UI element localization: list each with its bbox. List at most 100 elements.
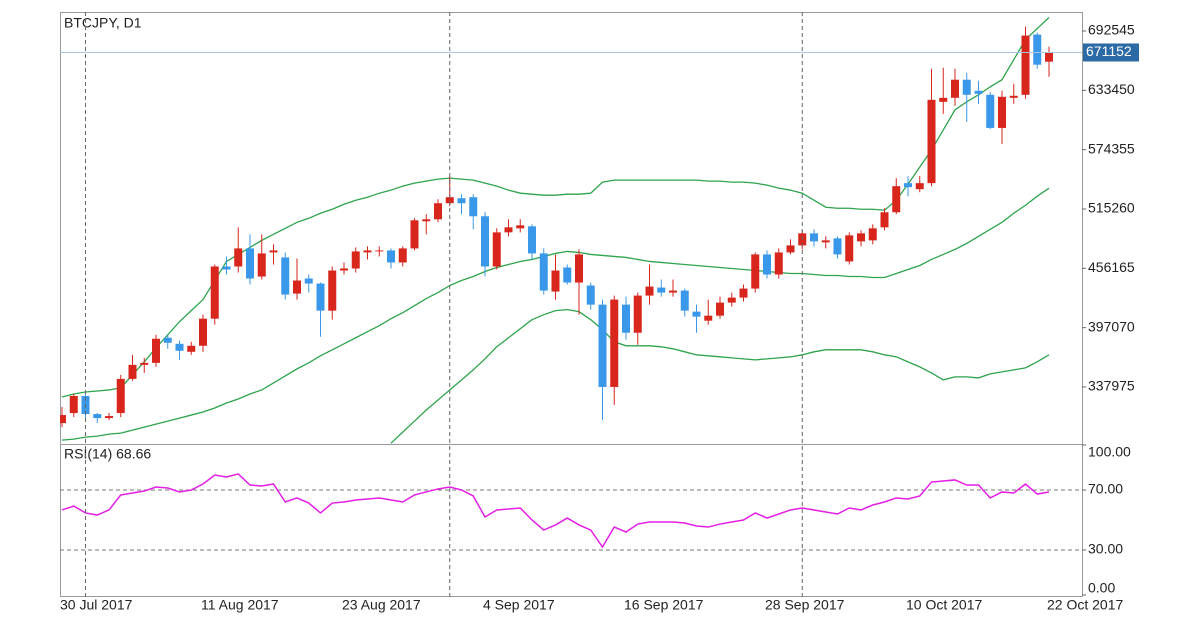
current-price-box — [1083, 43, 1139, 62]
candle-body — [340, 268, 348, 271]
candle-body — [328, 270, 337, 311]
candle-body — [598, 304, 607, 387]
candle-body — [116, 378, 125, 414]
candle-body — [445, 197, 454, 204]
candle-body — [69, 395, 78, 414]
y-tick-label: 574355 — [1088, 140, 1135, 156]
candle-body — [575, 254, 583, 283]
candle-body — [845, 235, 854, 262]
candle-body — [962, 79, 971, 95]
candle-body — [633, 295, 642, 333]
candle-body — [140, 362, 149, 365]
candle-body — [692, 311, 701, 317]
price-panel — [60, 17, 1082, 444]
y-tick-label: 692545 — [1088, 22, 1135, 38]
x-tick-label: 4 Sep 2017 — [483, 597, 555, 613]
x-tick-label: 11 Aug 2017 — [201, 597, 279, 613]
candle-body — [622, 304, 630, 333]
y-tick-label: 0.00 — [1088, 580, 1115, 596]
candle-body — [915, 183, 924, 190]
candle-body — [833, 238, 842, 255]
x-tick-label: 28 Sep 2017 — [765, 597, 845, 613]
y-tick-label: 633450 — [1088, 81, 1135, 97]
candle-body — [1009, 95, 1018, 98]
candle-body — [410, 220, 419, 249]
candle-body — [610, 299, 619, 387]
y-tick-label: 30.00 — [1088, 541, 1123, 557]
candle-body — [246, 248, 254, 279]
candle-body — [810, 233, 818, 242]
chart-frame — [60, 12, 1083, 597]
chart-title: BTCJPY, D1 — [64, 15, 142, 31]
candle-body — [210, 266, 219, 319]
candle-body — [528, 226, 536, 254]
candle-body — [152, 338, 160, 363]
candle-body — [199, 318, 207, 346]
indicator-line — [61, 17, 1050, 398]
candle-body — [457, 198, 466, 204]
candle-body — [304, 278, 313, 284]
candle-body — [880, 212, 889, 228]
candle-body — [645, 286, 654, 296]
candle-body — [704, 315, 713, 321]
candle-body — [516, 225, 525, 229]
indicator-title: RSI(14) 68.66 — [64, 446, 151, 462]
candle-body — [939, 97, 948, 102]
candle-body — [998, 96, 1006, 128]
candle-body — [281, 257, 290, 295]
candle-body — [1033, 34, 1042, 65]
candle-body — [974, 90, 983, 94]
candle-body — [669, 290, 677, 293]
candle-body — [269, 250, 278, 253]
y-tick-label: 397070 — [1088, 318, 1135, 334]
candle-body — [563, 267, 572, 283]
candle-body — [234, 248, 243, 267]
candle-body — [469, 197, 478, 217]
candle-body — [105, 416, 113, 419]
candle-body — [551, 270, 560, 292]
rsi-line — [61, 473, 1050, 549]
y-tick-label: 456165 — [1088, 259, 1135, 275]
candle-body — [904, 183, 912, 188]
candle-body — [821, 240, 830, 243]
candle-body — [316, 283, 325, 311]
x-tick-label: 30 Jul 2017 — [60, 597, 133, 613]
candle-body — [257, 253, 266, 277]
candle-body — [763, 254, 771, 275]
candle-body — [351, 251, 360, 269]
candle-body — [293, 280, 301, 294]
candle-body — [128, 364, 137, 379]
candle-body — [739, 288, 748, 298]
candle-body — [786, 245, 795, 253]
candle-body — [60, 415, 66, 424]
candle-body — [492, 232, 501, 267]
candle-body — [657, 287, 666, 293]
candle-body — [857, 233, 865, 242]
candle-body — [163, 337, 172, 343]
x-tick-label: 22 Oct 2017 — [1047, 597, 1123, 613]
candle-body — [363, 250, 372, 253]
y-tick-label: 515260 — [1088, 200, 1135, 216]
x-tick-label: 23 Aug 2017 — [342, 597, 421, 613]
candle-body — [680, 290, 689, 311]
candle-body — [93, 414, 102, 419]
x-tick-label: 10 Oct 2017 — [906, 597, 982, 613]
candle-body — [481, 216, 489, 267]
candle-body — [387, 250, 395, 263]
candle-body — [986, 94, 995, 128]
candle-body — [1021, 35, 1030, 95]
candle-body — [375, 250, 384, 252]
y-tick-label: 70.00 — [1088, 481, 1123, 497]
rsi-panel — [60, 473, 1082, 551]
current-price-label: 671152 — [1086, 43, 1132, 59]
candle-body — [434, 203, 442, 220]
candle-body — [586, 285, 595, 305]
candle-body — [868, 228, 877, 241]
candle-body — [727, 297, 736, 303]
candle-body — [927, 99, 936, 184]
candle-body — [539, 253, 548, 291]
candle-body — [951, 79, 959, 98]
candle-body — [175, 343, 184, 351]
